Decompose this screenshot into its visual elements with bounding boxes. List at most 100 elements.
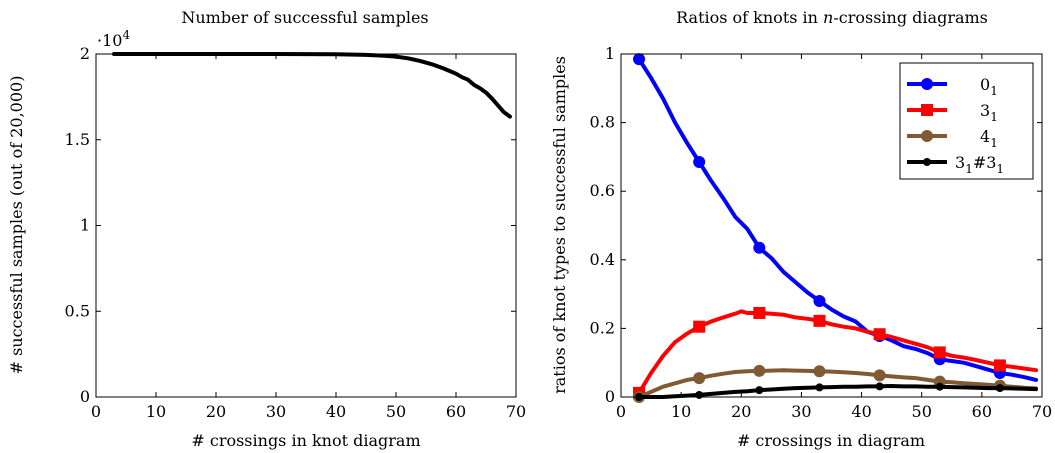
y-axis-multiplier: ·104 [97,28,130,50]
title-suffix: -crossing diagrams [833,8,988,27]
x-tick-label: 0 [616,402,626,421]
x-tick-label: 50 [386,402,406,421]
x-tick-label: 20 [206,402,226,421]
legend-label-subscript: 1 [990,84,998,98]
legend-item-1: 31 [907,101,998,124]
x-tick-label: 40 [851,402,871,421]
data-point [873,369,886,382]
x-axis-label: # crossings in knot diagram [191,431,420,450]
y-tick-label: 0.2 [590,318,615,337]
series-3 [635,382,1038,401]
x-tick-label: 30 [266,402,286,421]
legend-label: 31#31 [955,153,1004,176]
data-point [933,346,946,359]
y-tick-label: 0.5 [65,301,90,320]
y-tick-label: 1.5 [65,130,90,149]
legend-swatch-marker [923,158,931,166]
legend-label-base: 0 [980,75,990,94]
x-tick-labels: 0 10 20 30 40 50 60 70 [91,402,526,421]
legend-label-base: 3 [980,101,990,120]
y-tick-labels: 0 0.5 1 1.5 2 [65,44,90,406]
x-tick-label: 0 [91,402,101,421]
x-tick-label: 30 [791,402,811,421]
legend-label-subscript: 1 [990,136,998,150]
series-line [112,52,512,119]
y-tick-label: 1 [605,44,615,63]
legend-label-subscript: 1 [965,162,973,176]
x-tick-label: 10 [146,402,166,421]
y-tick-label: 0.4 [590,250,615,269]
chart-title: Number of successful samples [181,8,428,27]
legend-label-subscript-2: 1 [996,162,1004,176]
y-tick-label: 2 [80,44,90,63]
plot-frame [620,53,1043,398]
legend-label-base: 4 [980,127,990,146]
legend-item-3: 31#31 [907,153,1004,176]
data-point [995,384,1004,393]
x-tick-label: 20 [731,402,751,421]
legend-item-0: 01 [907,75,998,98]
x-tick-label: 70 [506,402,526,421]
data-point [873,328,886,341]
legend-label: 01 [980,75,998,98]
data-point [813,294,826,307]
legend-label-base-2: 3 [986,153,996,172]
data-point [755,386,764,395]
x-axis-label: # crossings in diagram [737,431,925,450]
y-tick-label: 0 [605,387,615,406]
title-variable: n [823,8,833,27]
tick-marks [95,53,517,398]
legend-item-2: 41 [907,127,998,150]
y-axis-label: # successful samples (out of 20,000) [7,76,26,375]
plot-frame [95,53,517,398]
data-point [813,314,826,327]
y-multiplier-base: ·10 [97,31,122,50]
x-tick-label: 10 [671,402,691,421]
series-group [633,53,1038,403]
x-tick-label: 60 [446,402,466,421]
legend-label: 31 [980,101,998,124]
chart-successful-samples: Number of successful samples ·104 0 0.5 1 1… [7,8,526,450]
series-group [112,52,512,119]
y-tick-labels: 0 0.2 0.4 0.6 0.8 1 [590,44,615,406]
legend-label-subscript: 1 [990,110,998,124]
series-line [637,309,1038,395]
series-1 [633,306,1038,399]
legend-label-operator: # [973,153,986,172]
data-point [935,382,944,391]
data-point [633,53,646,66]
x-tick-labels: 0 10 20 30 40 50 60 70 [616,402,1052,421]
data-point [753,364,766,377]
y-axis-label: ratios of knot types to successful sampl… [550,56,569,394]
series-line [637,368,1038,399]
chart-knot-ratios: Ratios of knots in n-crossing diagrams 0… [550,8,1052,450]
data-point [753,241,766,254]
y-multiplier-exponent: 4 [122,28,130,42]
data-point [813,365,826,378]
x-tick-label: 40 [326,402,346,421]
x-tick-label: 60 [972,402,992,421]
title-prefix: Ratios of knots in [676,8,823,27]
series-0 [112,52,512,119]
data-point [875,382,884,391]
x-tick-label: 50 [912,402,932,421]
data-point [693,156,706,169]
y-tick-label: 0.6 [590,181,615,200]
legend-swatch-marker [921,130,933,142]
y-tick-label: 0 [80,387,90,406]
y-tick-label: 0.8 [590,113,615,132]
data-point [753,306,766,319]
data-point [993,359,1006,372]
series-line [637,384,1038,399]
data-point [693,372,706,385]
data-point [695,390,704,399]
data-point [693,320,706,333]
legend-swatch-marker [921,104,933,116]
y-tick-label: 1 [80,216,90,235]
data-point [815,383,824,392]
chart-title: Ratios of knots in n-crossing diagrams [676,8,988,27]
legend-swatch-marker [921,78,933,90]
legend-label-base: 3 [955,153,965,172]
